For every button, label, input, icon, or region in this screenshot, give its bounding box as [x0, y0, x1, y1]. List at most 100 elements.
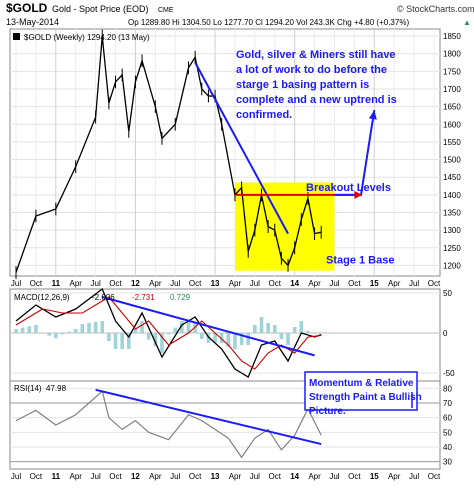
- price-x-tick: Oct: [109, 279, 122, 288]
- price-x-tick: Oct: [428, 279, 441, 288]
- macd-hist-bar: [299, 321, 304, 333]
- bottom-x-tick: Jul: [170, 472, 180, 481]
- price-x-tick: Jul: [11, 279, 21, 288]
- rsi-line: [15, 390, 322, 459]
- macd-hist-bar: [14, 329, 18, 333]
- macd-hist-bar: [180, 321, 184, 333]
- bottom-x-tick: Oct: [348, 472, 361, 481]
- price-downtrend-line: [194, 62, 289, 235]
- rsi-note-text: Momentum & Relative Strength Paint a Bull…: [309, 378, 422, 417]
- macd-hist-bar: [54, 333, 58, 339]
- price-y-tick: 1850: [443, 32, 461, 41]
- bottom-x-tick: Oct: [189, 472, 202, 481]
- price-legend-title: $GOLD (Weekly) 1294.20 (13 May): [24, 33, 150, 42]
- price-y-tick: 1550: [443, 138, 461, 147]
- price-y-tick: 1600: [443, 120, 461, 129]
- price-y-axis: 1200 1250 1300 1350 1400 1450 1500 1550 1600 1650…: [443, 32, 461, 270]
- price-x-tick: Jul: [409, 279, 419, 288]
- rsi-series: [15, 390, 322, 459]
- macd-hist-bar: [67, 331, 71, 333]
- price-x-tick: 12: [131, 279, 140, 288]
- breakout-levels-label: Breakout Levels: [306, 182, 391, 194]
- macd-hist-bar: [113, 333, 118, 349]
- macd-hist-bar: [239, 333, 244, 345]
- macd-hist-bar: [233, 333, 237, 349]
- macd-panel: -50 0 50 MACD(12,26,9) -2.006 -2.731 0.729: [9, 287, 455, 382]
- price-x-tick: Oct: [30, 279, 43, 288]
- bottom-x-tick: 12: [131, 472, 140, 481]
- price-x-tick: Jul: [170, 279, 180, 288]
- site-credit: © StockCharts.com: [397, 4, 474, 14]
- macd-hist-bar: [133, 329, 138, 333]
- macd-hist-bar: [213, 333, 217, 343]
- macd-hist-bar: [80, 324, 85, 333]
- price-y-tick: 1700: [443, 85, 461, 94]
- bottom-x-tick: Jul: [409, 472, 419, 481]
- macd-value-2: -2.731: [132, 293, 155, 302]
- bottom-x-tick: Oct: [30, 472, 43, 481]
- rsi-y-axis: 30 40 50 60 70 80: [443, 384, 452, 466]
- rsi-y-tick: 70: [443, 399, 452, 408]
- price-x-tick: Apr: [149, 279, 162, 288]
- price-y-tick: 1250: [443, 244, 461, 253]
- macd-y-tick: 50: [443, 289, 452, 298]
- macd-hist-bar: [306, 331, 310, 333]
- macd-hist-bar: [153, 333, 158, 347]
- price-y-tick: 1300: [443, 226, 461, 235]
- macd-y-tick: -50: [443, 369, 455, 378]
- bottom-x-tick: 15: [370, 472, 379, 481]
- macd-hist-bar: [319, 332, 324, 333]
- macd-hist-bar: [272, 325, 277, 333]
- breakout-arrowhead: [354, 190, 363, 199]
- macd-hist-bar: [266, 323, 270, 333]
- macd-hist-bar: [246, 333, 251, 345]
- price-y-tick: 1500: [443, 156, 461, 165]
- bottom-x-tick: Jul: [91, 472, 101, 481]
- price-x-tick: 15: [370, 279, 379, 288]
- rsi-panel: 30 40 50 60 70 80 RSI(14) 47.98 Momentum & Re…: [9, 371, 452, 481]
- macd-hist-bar: [100, 321, 105, 333]
- bottom-x-tick: Jul: [11, 472, 21, 481]
- bottom-x-tick: Oct: [109, 472, 122, 481]
- rsi-y-tick: 60: [443, 414, 452, 423]
- price-panel: 1200125013001350140014501500155016001650…: [9, 28, 461, 469]
- price-x-tick: Jul: [91, 279, 101, 288]
- macd-hist-bar: [259, 317, 264, 333]
- macd-hist-bar: [286, 333, 290, 345]
- quote-stats: Op 1289.80 Hi 1304.50 Lo 1277.70 Cl 1294…: [128, 18, 409, 27]
- bottom-x-tick: Jul: [250, 472, 260, 481]
- macd-hist-bar: [107, 333, 111, 341]
- bottom-x-tick: 11: [52, 472, 61, 481]
- price-x-tick: Apr: [69, 279, 82, 288]
- instrument-name: Gold - Spot Price (EOD): [52, 4, 149, 14]
- price-x-tick: Apr: [308, 279, 321, 288]
- bottom-x-tick: Jul: [329, 472, 339, 481]
- price-y-tick: 1200: [443, 261, 461, 270]
- symbol-label: $GOLD: [6, 1, 48, 15]
- price-x-tick: Apr: [388, 279, 401, 288]
- macd-hist-bar: [47, 333, 51, 336]
- price-y-tick: 1450: [443, 173, 461, 182]
- price-x-tick: Oct: [189, 279, 202, 288]
- macd-hist-bar: [20, 327, 25, 333]
- bottom-x-tick: Oct: [269, 472, 282, 481]
- macd-hist-bar: [292, 327, 297, 333]
- macd-title: MACD(12,26,9): [14, 293, 70, 302]
- price-legend-swatch: [13, 33, 20, 40]
- price-y-tick: 1800: [443, 50, 461, 59]
- rsi-y-tick: 80: [443, 384, 452, 393]
- exchange-label: CME: [158, 7, 174, 14]
- macd-panel-frame: [9, 288, 441, 382]
- price-y-tick: 1400: [443, 191, 461, 200]
- bottom-x-tick: Apr: [308, 472, 321, 481]
- price-x-axis: Jul Oct 11 Apr Jul Oct 12 Apr Jul Oct 13 Apr Jul Oct 1…: [11, 279, 441, 288]
- macd-hist-bar: [93, 322, 98, 333]
- price-series: [15, 29, 322, 279]
- bottom-x-tick: Oct: [428, 472, 441, 481]
- price-x-tick: 13: [211, 279, 220, 288]
- macd-hist-bar: [73, 329, 78, 333]
- macd-value-1: -2.006: [92, 293, 115, 302]
- macd-hist-bar: [27, 326, 32, 333]
- macd-hist-bar: [166, 333, 171, 335]
- rsi-value: 47.98: [46, 384, 67, 393]
